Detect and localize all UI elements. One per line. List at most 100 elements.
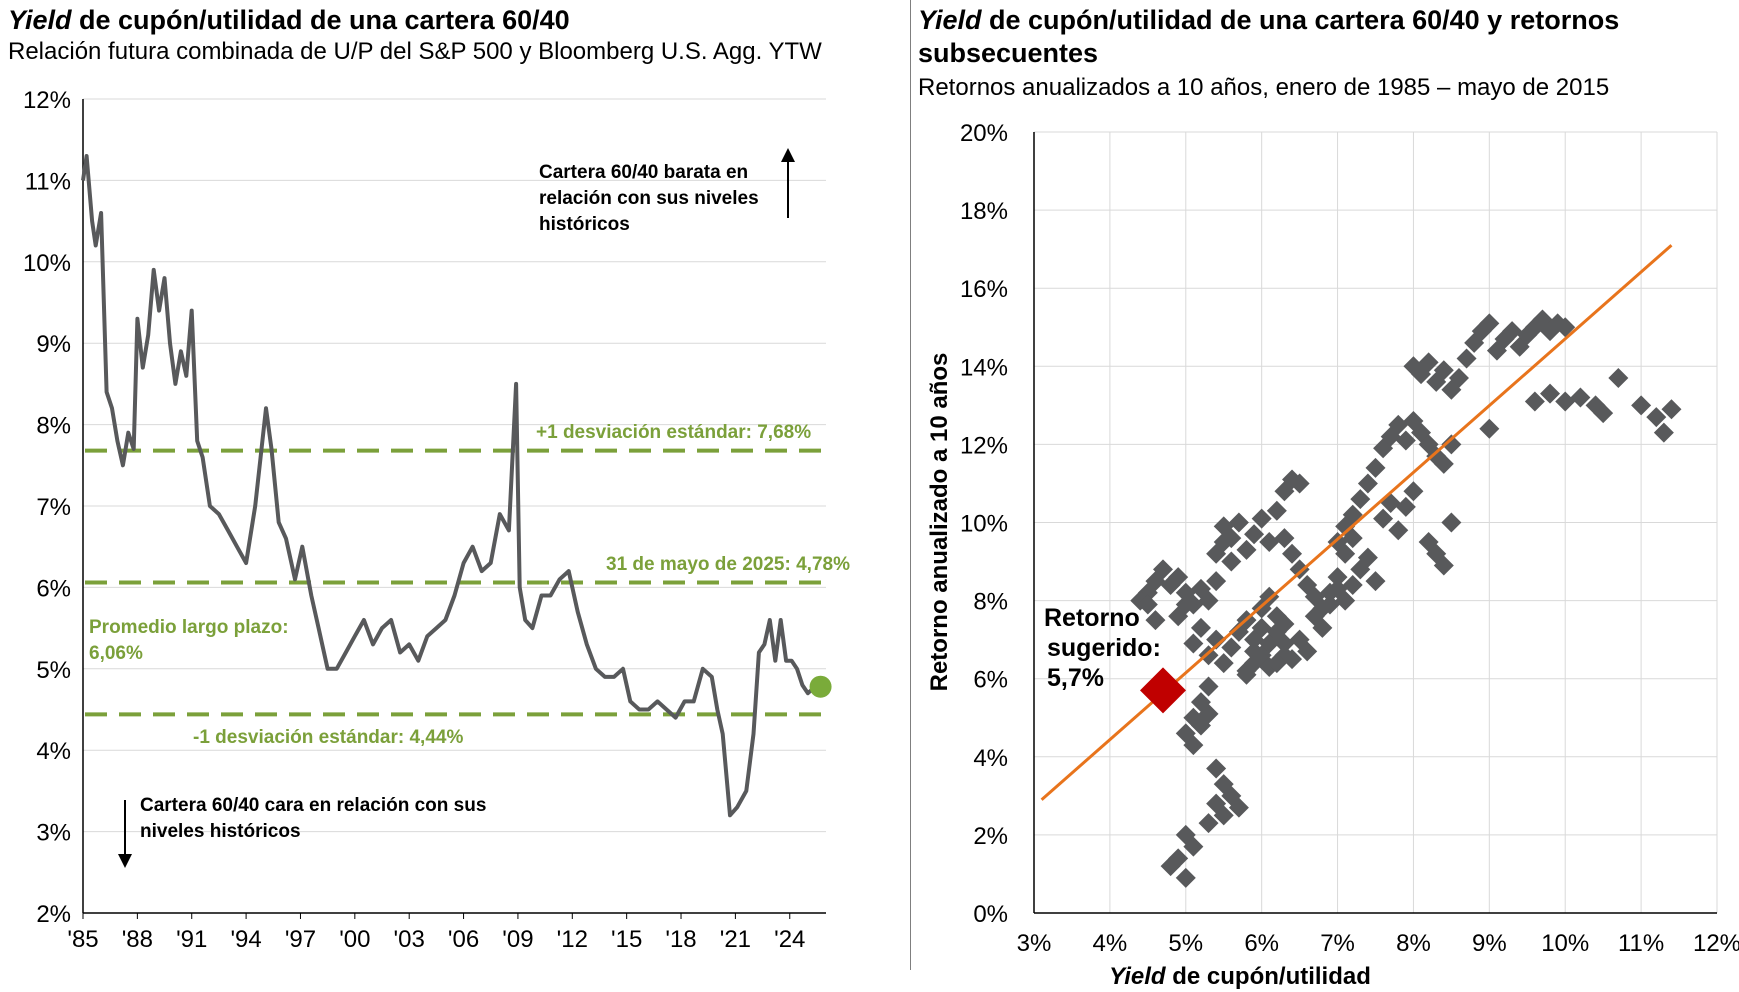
right-y-tick-label: 10% bbox=[960, 511, 1008, 538]
scatter-point bbox=[1183, 836, 1204, 857]
scatter-point bbox=[1479, 418, 1500, 439]
scatter-point bbox=[1168, 848, 1189, 869]
scatter-point bbox=[1213, 653, 1234, 674]
scatter-point bbox=[1198, 813, 1219, 834]
right-x-tick-label: 11% bbox=[1618, 930, 1664, 957]
scatter-point bbox=[1433, 360, 1454, 381]
left-x-tick-label: '94 bbox=[230, 926, 261, 953]
scatter-point bbox=[1137, 594, 1158, 615]
scatter-point bbox=[1365, 571, 1386, 592]
scatter-point bbox=[1282, 649, 1303, 670]
scatter-point bbox=[1213, 532, 1234, 553]
left-x-tick-label: '88 bbox=[122, 926, 153, 953]
up-arrow-head bbox=[781, 148, 795, 162]
left-x-tick-label: '12 bbox=[557, 926, 588, 953]
left-title-rest: de cupón/utilidad de una cartera 60/40 bbox=[71, 5, 570, 35]
left-y-tick-label: 10% bbox=[23, 250, 71, 277]
scatter-point bbox=[1198, 703, 1219, 724]
scatter-point bbox=[1312, 617, 1333, 638]
scatter-point bbox=[1183, 633, 1204, 654]
scatter-point bbox=[1395, 430, 1416, 451]
scatter-point bbox=[1236, 539, 1257, 560]
scatter-point bbox=[1388, 414, 1409, 435]
left-y-tick-label: 9% bbox=[36, 331, 71, 358]
scatter-point bbox=[1175, 594, 1196, 615]
scatter-point bbox=[1327, 578, 1348, 599]
scatter-point bbox=[1221, 551, 1242, 572]
scatter-point bbox=[1183, 735, 1204, 756]
scatter-point bbox=[1456, 348, 1477, 369]
right-title-rest: de cupón/utilidad de una cartera 60/40 y… bbox=[918, 5, 1620, 68]
scatter-point bbox=[1570, 387, 1591, 408]
left-x-tick-label: '24 bbox=[774, 926, 805, 953]
scatter-point bbox=[1479, 313, 1500, 334]
scatter-point bbox=[1342, 574, 1363, 595]
label-current-value: 31 de mayo de 2025: 4,78% bbox=[606, 554, 850, 575]
scatter-point bbox=[1244, 641, 1265, 662]
right-x-tick-label: 3% bbox=[1017, 930, 1052, 957]
annotation-cheap-line: históricos bbox=[539, 214, 630, 235]
left-y-tick-label: 6% bbox=[36, 575, 71, 602]
left-x-tick-label: '00 bbox=[339, 926, 370, 953]
scatter-point bbox=[1289, 473, 1310, 494]
scatter-point bbox=[1198, 590, 1219, 611]
scatter-point bbox=[1327, 567, 1348, 588]
scatter-point bbox=[1259, 586, 1280, 607]
regression-line bbox=[1040, 244, 1673, 801]
scatter-point bbox=[1175, 867, 1196, 888]
scatter-point bbox=[1661, 399, 1682, 420]
scatter-point bbox=[1190, 617, 1211, 638]
right-x-tick-label: 12% bbox=[1693, 930, 1739, 957]
suggested-return-label: sugerido: bbox=[1047, 634, 1161, 662]
scatter-point bbox=[1388, 520, 1409, 541]
scatter-point bbox=[1441, 512, 1462, 533]
label-plus-one-sd: +1 desviación estándar: 7,68% bbox=[536, 422, 811, 443]
right-y-tick-label: 16% bbox=[960, 276, 1008, 303]
left-chart-subtitle: Relación futura combinada de U/P del S&P… bbox=[8, 38, 822, 65]
scatter-point bbox=[1373, 508, 1394, 529]
right-x-tick-label: 4% bbox=[1093, 930, 1128, 957]
scatter-point bbox=[1555, 391, 1576, 412]
left-y-tick-label: 8% bbox=[36, 413, 71, 440]
suggested-return-value: 5,7% bbox=[1047, 664, 1104, 692]
scatter-point bbox=[1365, 457, 1386, 478]
right-y-tick-label: 4% bbox=[973, 745, 1008, 772]
left-y-tick-label: 2% bbox=[36, 901, 71, 928]
scatter-point bbox=[1608, 368, 1629, 389]
left-x-tick-label: '97 bbox=[285, 926, 316, 953]
left-x-tick-label: '18 bbox=[665, 926, 696, 953]
x-axis-label-italic: Yield bbox=[1109, 963, 1167, 990]
scatter-point bbox=[1145, 610, 1166, 631]
scatter-point bbox=[1540, 383, 1561, 404]
suggested-return-label: Retorno bbox=[1044, 604, 1140, 632]
scatter-point bbox=[1251, 508, 1272, 529]
scatter-point bbox=[1244, 524, 1265, 545]
yield-series-line bbox=[81, 154, 817, 818]
left-chart-title: Yield de cupón/utilidad de una cartera 6… bbox=[8, 4, 570, 37]
scatter-point bbox=[1266, 653, 1287, 674]
left-x-tick-label: '21 bbox=[720, 926, 751, 953]
left-y-tick-label: 4% bbox=[36, 738, 71, 765]
scatter-point bbox=[1555, 317, 1576, 338]
right-y-tick-label: 20% bbox=[960, 120, 1008, 147]
scatter-point bbox=[1593, 403, 1614, 424]
scatter-point bbox=[1350, 489, 1371, 510]
right-x-tick-label: 10% bbox=[1541, 930, 1589, 957]
scatter-point bbox=[1433, 453, 1454, 474]
panel-divider bbox=[910, 0, 911, 970]
left-x-tick-label: '09 bbox=[502, 926, 533, 953]
left-x-tick-label: '03 bbox=[394, 926, 425, 953]
scatter-point bbox=[1274, 528, 1295, 549]
scatter-point bbox=[1297, 641, 1318, 662]
scatter-point bbox=[1282, 543, 1303, 564]
scatter-point bbox=[1206, 571, 1227, 592]
right-x-tick-label: 6% bbox=[1244, 930, 1279, 957]
scatter-point bbox=[1168, 567, 1189, 588]
scatter-point bbox=[1266, 500, 1287, 521]
right-chart-subtitle: Retornos anualizados a 10 años, enero de… bbox=[918, 74, 1610, 101]
scatter-point bbox=[1251, 617, 1272, 638]
annotation-cheap-line: relación con sus niveles bbox=[539, 188, 759, 209]
left-y-tick-label: 5% bbox=[36, 657, 71, 684]
suggested-return-marker bbox=[1140, 667, 1187, 714]
left-title-italic: Yield bbox=[8, 5, 72, 35]
